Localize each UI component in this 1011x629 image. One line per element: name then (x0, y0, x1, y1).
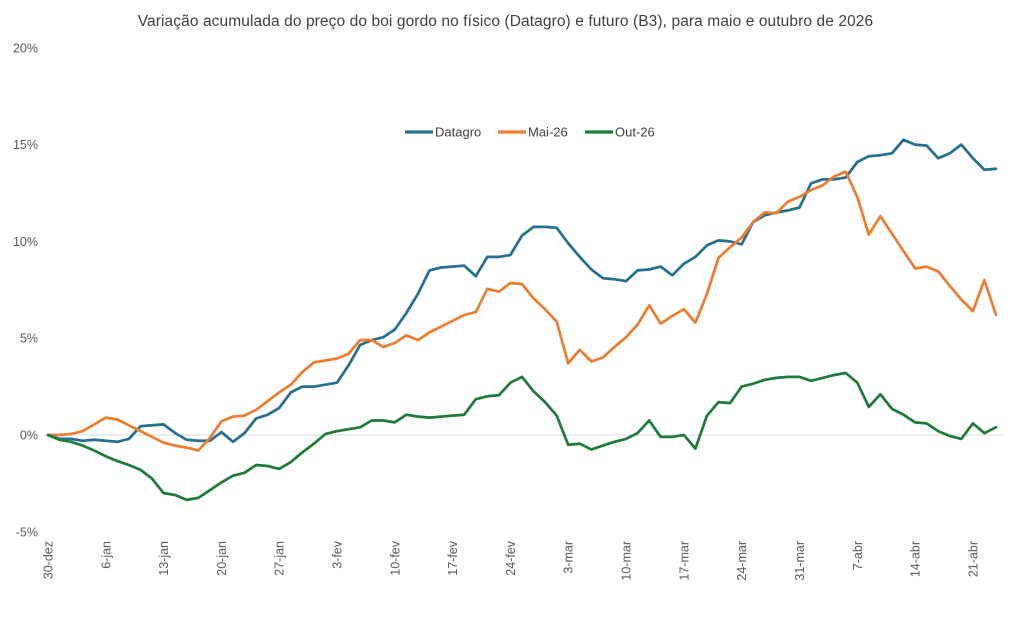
legend-label-datagro: Datagro (435, 125, 481, 140)
x-axis-tick-label: 6-jan (99, 541, 113, 569)
series-line-datagro (46, 138, 998, 444)
x-axis-tick-label: 24-mar (735, 541, 749, 581)
x-axis-tick-label: 27-jan (273, 541, 287, 576)
y-axis-tick-label: -5% (16, 525, 38, 539)
legend-item-out-26: Out-26 (585, 125, 655, 140)
x-axis-tick-label: 10-mar (620, 541, 634, 581)
legend-item-mai-26: Mai-26 (498, 125, 568, 140)
legend-label-out-26: Out-26 (615, 125, 655, 140)
x-axis-tick-label: 14-abr (909, 541, 923, 577)
x-axis-tick-label: 17-fev (446, 540, 460, 575)
x-axis-tick-label: 30-dez (42, 541, 56, 579)
x-axis-tick-label: 20-jan (215, 541, 229, 576)
x-axis-tick-label: 21-abr (966, 541, 980, 577)
x-axis-tick-label: 17-mar (677, 541, 691, 581)
x-axis-tick-label: 3-mar (562, 541, 576, 574)
chart-title: Variação acumulada do preço do boi gordo… (137, 13, 874, 30)
legend-label-mai-26: Mai-26 (528, 125, 568, 140)
series-line-out-26 (46, 371, 998, 502)
x-axis-tick-label: 7-abr (851, 541, 865, 570)
x-axis-tick-label: 24-fev (504, 540, 518, 575)
y-axis-tick-label: 20% (13, 41, 38, 55)
x-axis-tick-label: 3-fev (331, 540, 345, 569)
y-axis-tick-label: 15% (13, 138, 38, 152)
series-line-mai-26 (46, 170, 998, 452)
y-axis-tick-label: 5% (20, 332, 38, 346)
x-axis-tick-label: 31-mar (793, 541, 807, 581)
legend-item-datagro: Datagro (405, 125, 481, 140)
x-axis-tick-label: 13-jan (157, 541, 171, 576)
x-axis-tick-label: 10-fev (388, 540, 402, 575)
y-axis-tick-label: 10% (13, 235, 38, 249)
y-axis-tick-label: 0% (20, 429, 38, 443)
